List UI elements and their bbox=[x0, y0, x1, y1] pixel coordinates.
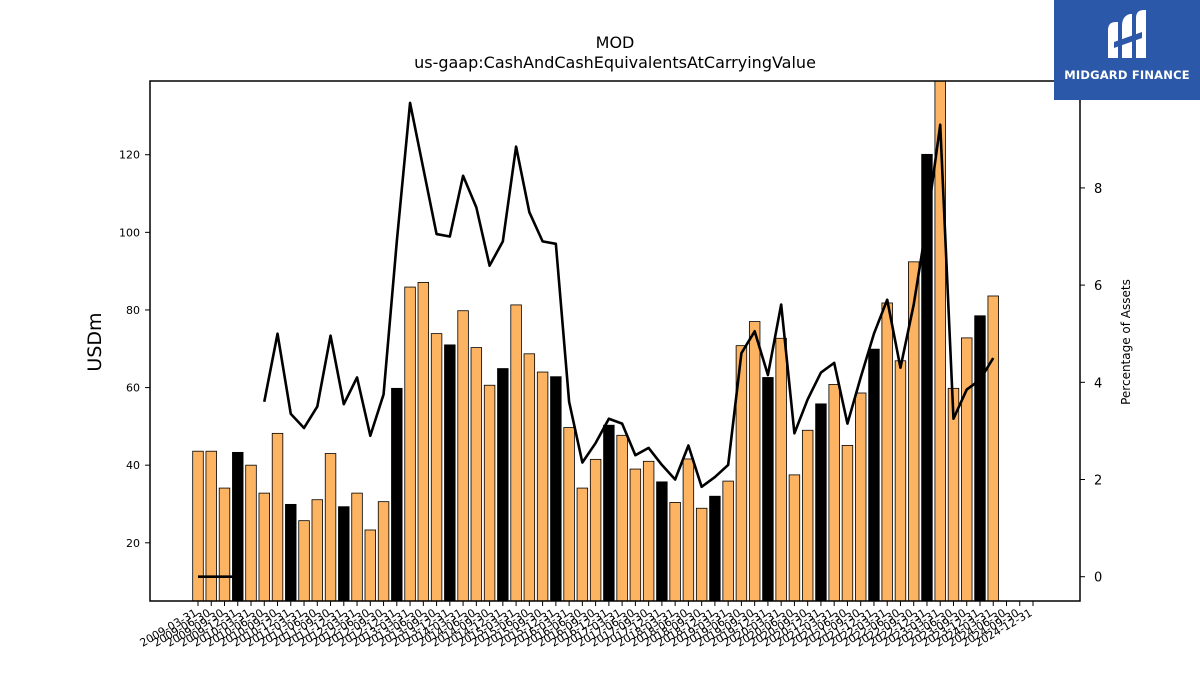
y2-tick-label: 8 bbox=[1094, 182, 1102, 197]
bar bbox=[589, 458, 602, 602]
bar bbox=[192, 450, 204, 602]
bar bbox=[828, 384, 840, 602]
bar bbox=[271, 432, 284, 602]
bar bbox=[444, 344, 456, 602]
bar bbox=[682, 458, 695, 602]
bar bbox=[815, 403, 827, 602]
bar bbox=[669, 502, 681, 602]
bar bbox=[351, 492, 363, 602]
bar bbox=[550, 376, 562, 602]
y2-tick-label: 4 bbox=[1094, 376, 1102, 391]
bar bbox=[801, 429, 814, 602]
bar bbox=[205, 450, 217, 602]
bar bbox=[311, 499, 323, 602]
bar bbox=[391, 387, 403, 602]
bar bbox=[788, 474, 801, 602]
chart-subtitle: us-gaap:CashAndCashEquivalentsAtCarrying… bbox=[414, 53, 816, 72]
bar bbox=[616, 434, 628, 602]
bar bbox=[908, 261, 920, 602]
chart-title: MOD bbox=[596, 33, 635, 52]
bar bbox=[470, 347, 483, 602]
bar bbox=[232, 451, 244, 602]
bar bbox=[576, 487, 589, 602]
bar bbox=[536, 371, 549, 602]
bar bbox=[298, 520, 310, 602]
bar bbox=[258, 492, 270, 602]
bar bbox=[894, 360, 907, 602]
bar bbox=[417, 282, 430, 602]
bar bbox=[377, 501, 390, 602]
bar bbox=[245, 464, 257, 602]
bar bbox=[364, 529, 377, 602]
bar bbox=[987, 295, 999, 602]
y2-tick-label: 6 bbox=[1094, 279, 1102, 294]
y-tick-label: 60 bbox=[126, 382, 140, 395]
bar bbox=[483, 384, 496, 602]
bar bbox=[709, 495, 721, 602]
bar bbox=[961, 337, 973, 602]
bar bbox=[324, 453, 337, 602]
bar bbox=[775, 337, 787, 602]
y-tick-label: 80 bbox=[126, 304, 140, 317]
y2-tick-label: 2 bbox=[1094, 474, 1102, 489]
plot-frame bbox=[149, 80, 1081, 602]
bar bbox=[563, 427, 575, 602]
y-tick-label: 100 bbox=[119, 226, 140, 239]
bar bbox=[868, 348, 880, 602]
bar bbox=[974, 315, 986, 602]
y-tick-label: 120 bbox=[119, 149, 140, 162]
bar bbox=[430, 333, 443, 602]
bar bbox=[523, 353, 536, 602]
bar bbox=[603, 424, 615, 602]
bar bbox=[947, 387, 960, 602]
bar bbox=[722, 480, 734, 602]
bar bbox=[285, 503, 297, 602]
bar bbox=[854, 392, 867, 602]
bar bbox=[338, 506, 350, 602]
bar bbox=[881, 302, 893, 602]
midgard-finance-logo: MIDGARD FINANCE bbox=[1054, 0, 1200, 100]
y-tick-label: 40 bbox=[126, 459, 140, 472]
logo-text: MIDGARD FINANCE bbox=[1064, 68, 1190, 82]
midgard-logo-icon bbox=[1108, 10, 1146, 58]
bar bbox=[642, 460, 655, 602]
bar bbox=[404, 286, 416, 602]
pct-assets-line bbox=[262, 101, 995, 489]
bar bbox=[497, 368, 509, 602]
bar bbox=[695, 507, 708, 602]
y2-tick-label: 0 bbox=[1094, 571, 1102, 586]
y-tick-label: 20 bbox=[126, 537, 140, 550]
bar bbox=[841, 444, 854, 602]
bar bbox=[457, 310, 469, 602]
bar bbox=[510, 304, 522, 602]
bar bbox=[629, 468, 642, 602]
bar bbox=[762, 377, 774, 602]
bar bbox=[656, 481, 668, 602]
y2-axis-label: Percentage of Assets bbox=[1119, 279, 1133, 405]
bar bbox=[748, 321, 761, 602]
bar bbox=[218, 487, 231, 602]
y-axis-label: USDm bbox=[84, 312, 106, 371]
